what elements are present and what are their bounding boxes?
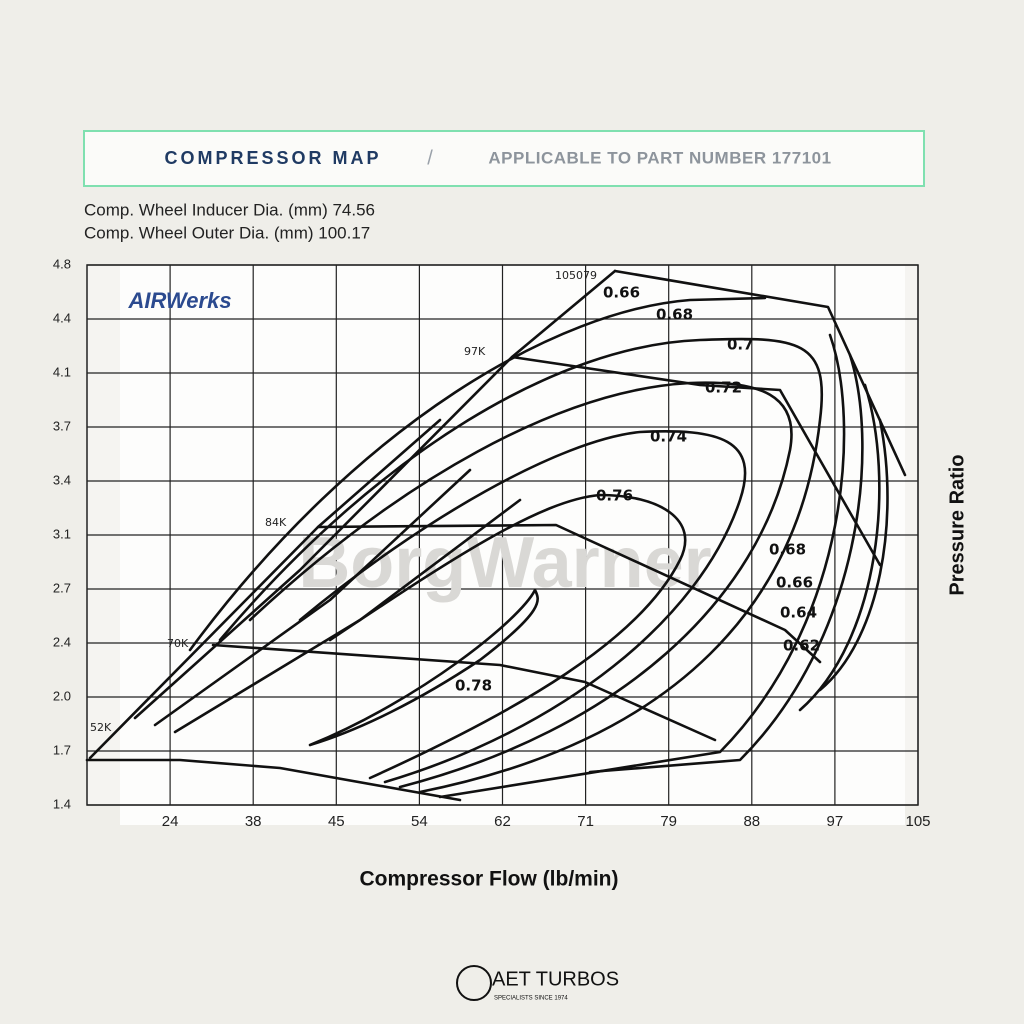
speed-line xyxy=(85,758,462,802)
surge-line xyxy=(153,468,472,727)
plot-frame xyxy=(86,264,919,806)
x-tick-label: 97 xyxy=(827,813,844,830)
y-tick-label: 2.4 xyxy=(53,634,71,649)
efficiency-contour xyxy=(798,383,881,712)
y-tick-label: 3.4 xyxy=(53,472,71,487)
x-axis-label: Compressor Flow (lb/min) xyxy=(359,868,618,891)
airwerks-logo: AIRWerks xyxy=(127,288,231,313)
speed-label: 70K xyxy=(167,637,189,650)
efficiency-label: 0.72 xyxy=(705,379,742,397)
efficiency-contour xyxy=(218,337,824,794)
efficiency-label: 0.78 xyxy=(455,677,492,695)
efficiency-contour xyxy=(308,588,539,747)
speed-label: 84K xyxy=(265,516,287,529)
efficiency-contour xyxy=(438,333,846,799)
speed-label: 97K xyxy=(464,345,486,358)
efficiency-label: 0.68 xyxy=(656,306,693,324)
brand-tagline: SPECIALISTS SINCE 1974 xyxy=(494,996,568,1002)
speed-label: 52K xyxy=(90,721,112,734)
efficiency-label: 0.76 xyxy=(596,487,633,505)
y-tick-label: 2.7 xyxy=(53,580,71,595)
speed-line xyxy=(211,643,717,742)
efficiency-label: 0.64 xyxy=(780,604,817,622)
spec-line: Comp. Wheel Inducer Dia. (mm) 74.56 xyxy=(84,200,375,219)
efficiency-contour xyxy=(188,296,767,652)
header-box xyxy=(83,130,925,187)
efficiency-contour xyxy=(248,381,793,789)
x-tick-label: 24 xyxy=(162,813,179,830)
efficiency-contour xyxy=(298,430,747,784)
header-title: COMPRESSOR MAP xyxy=(164,148,381,168)
efficiency-label: 0.74 xyxy=(650,428,687,446)
efficiency-contour xyxy=(328,493,687,780)
speed-labels: 52K 70K 84K 97K 105079 xyxy=(90,269,597,734)
brand-name: AET TURBOS xyxy=(492,968,619,990)
header-separator: / xyxy=(427,147,433,169)
x-tick-label: 88 xyxy=(743,813,760,830)
watermark: BorgWarner xyxy=(298,523,711,603)
spec-line: Comp. Wheel Outer Dia. (mm) 100.17 xyxy=(84,223,370,242)
y-tick-label: 4.1 xyxy=(53,364,71,379)
map-curves xyxy=(85,269,907,802)
x-tick-label: 38 xyxy=(245,813,262,830)
y-tick-label: 1.7 xyxy=(53,742,71,757)
y-tick-label: 2.0 xyxy=(53,688,71,703)
x-tick-label: 54 xyxy=(411,813,428,830)
y-axis-label: Pressure Ratio xyxy=(946,454,968,595)
y-tick-label: 4.4 xyxy=(53,310,71,325)
efficiency-label: 0.68 xyxy=(769,541,806,559)
efficiency-label: 0.66 xyxy=(776,574,813,592)
efficiency-labels: 0.66 0.68 0.7 0.72 0.74 0.76 0.78 0.68 0… xyxy=(455,284,820,695)
efficiency-label: 0.66 xyxy=(603,284,640,302)
surge-line xyxy=(88,418,442,760)
header-subtitle: APPLICABLE TO PART NUMBER 177101 xyxy=(488,148,831,167)
x-tick-label: 71 xyxy=(577,813,594,830)
x-tick-label: 105 xyxy=(905,813,930,830)
efficiency-label: 0.7 xyxy=(727,336,754,354)
x-tick-label: 45 xyxy=(328,813,345,830)
y-tick-label: 4.8 xyxy=(53,256,71,271)
speed-label: 105079 xyxy=(555,269,597,282)
y-tick-label: 3.1 xyxy=(53,526,71,541)
x-tick-label: 62 xyxy=(494,813,511,830)
x-tick-label: 79 xyxy=(660,813,677,830)
speed-line xyxy=(510,355,882,567)
y-tick-label: 3.7 xyxy=(53,418,71,433)
y-tick-label: 1.4 xyxy=(53,796,71,811)
efficiency-contour xyxy=(818,418,889,692)
efficiency-contour xyxy=(588,353,864,774)
aet-logo-mark xyxy=(456,965,492,1001)
efficiency-label: 0.62 xyxy=(783,637,820,655)
